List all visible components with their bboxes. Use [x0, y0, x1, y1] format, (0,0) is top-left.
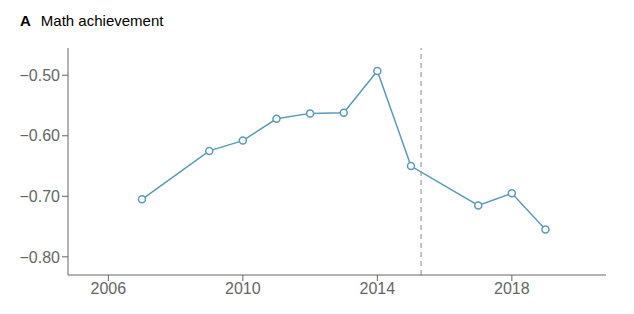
svg-text:−0.80: −0.80: [20, 249, 61, 266]
svg-text:2014: 2014: [360, 280, 396, 297]
svg-text:−0.70: −0.70: [20, 188, 61, 205]
svg-text:2006: 2006: [91, 280, 127, 297]
html-text:Math achievement: Math achievement: [40, 12, 164, 29]
svg-text:2018: 2018: [494, 280, 530, 297]
svg-text:−0.60: −0.60: [20, 127, 61, 144]
svg-text:2010: 2010: [225, 280, 261, 297]
svg-text:−0.50: −0.50: [20, 67, 61, 84]
html-text:A: A: [20, 12, 31, 29]
